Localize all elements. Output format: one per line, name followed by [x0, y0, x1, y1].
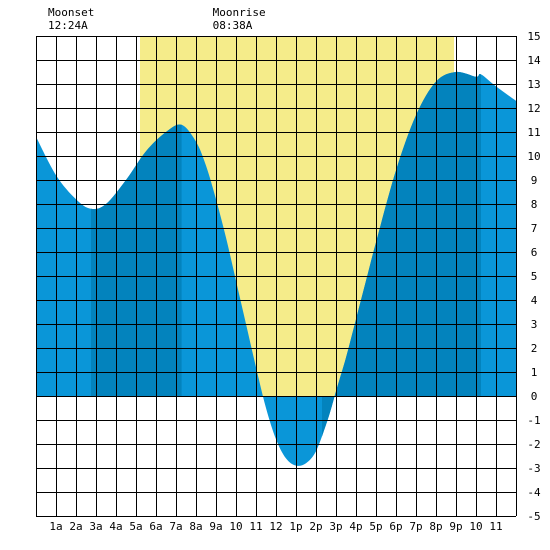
moon-event-time: 12:24A — [48, 19, 88, 32]
grid-layer — [36, 36, 517, 517]
x-tick-label: 4a — [109, 520, 122, 533]
y-tick-label: -5 — [527, 510, 540, 523]
x-tick-label: 5p — [369, 520, 382, 533]
y-tick-label: 4 — [531, 294, 538, 307]
x-tick-label: 12 — [269, 520, 282, 533]
y-tick-label: 8 — [531, 198, 538, 211]
y-tick-label: 1 — [531, 366, 538, 379]
y-tick-label: 13 — [527, 78, 540, 91]
x-tick-label: 3a — [89, 520, 102, 533]
x-tick-label: 11 — [489, 520, 502, 533]
moon-event-label: Moonrise — [213, 6, 266, 19]
y-tick-label: 5 — [531, 270, 538, 283]
y-tick-label: -3 — [527, 462, 540, 475]
x-tick-label: 6p — [389, 520, 402, 533]
x-tick-label: 8p — [429, 520, 442, 533]
x-tick-label: 6a — [149, 520, 162, 533]
y-tick-label: 12 — [527, 102, 540, 115]
y-tick-label: 15 — [527, 30, 540, 43]
moon-event-time: 08:38A — [213, 19, 253, 32]
y-tick-label: 10 — [527, 150, 540, 163]
tide-band-2 — [322, 71, 481, 437]
x-tick-label: 1a — [49, 520, 62, 533]
x-tick-label: 5a — [129, 520, 142, 533]
x-axis: 1a 2a 3a 4a 5a 6a 7a 8a 9a 10 11 12 1p 2p 3p 4p 5p 6p 7p 8p… — [49, 520, 502, 533]
y-tick-label: 0 — [531, 390, 538, 403]
x-tick-label: 7a — [169, 520, 182, 533]
x-tick-label: 9a — [209, 520, 222, 533]
x-tick-label: 10 — [229, 520, 242, 533]
x-tick-label: 10 — [469, 520, 482, 533]
x-tick-label: 11 — [249, 520, 262, 533]
x-tick-label: 2p — [309, 520, 322, 533]
y-tick-label: 9 — [531, 174, 538, 187]
x-tick-label: 9p — [449, 520, 462, 533]
y-tick-label: -2 — [527, 438, 540, 451]
y-tick-label: 7 — [531, 222, 538, 235]
x-tick-label: 2a — [69, 520, 82, 533]
y-tick-label: 14 — [527, 54, 541, 67]
x-tick-label: 7p — [409, 520, 422, 533]
x-tick-label: 3p — [329, 520, 342, 533]
x-tick-label: 8a — [189, 520, 202, 533]
x-tick-label: 4p — [349, 520, 362, 533]
x-tick-label: 1p — [289, 520, 302, 533]
y-tick-label: 6 — [531, 246, 538, 259]
y-tick-label: 2 — [531, 342, 538, 355]
y-tick-label: -1 — [527, 414, 540, 427]
y-tick-label: 3 — [531, 318, 538, 331]
moon-event-label: Moonset — [48, 6, 94, 19]
y-tick-label: 11 — [527, 126, 540, 139]
y-tick-label: -4 — [527, 486, 541, 499]
